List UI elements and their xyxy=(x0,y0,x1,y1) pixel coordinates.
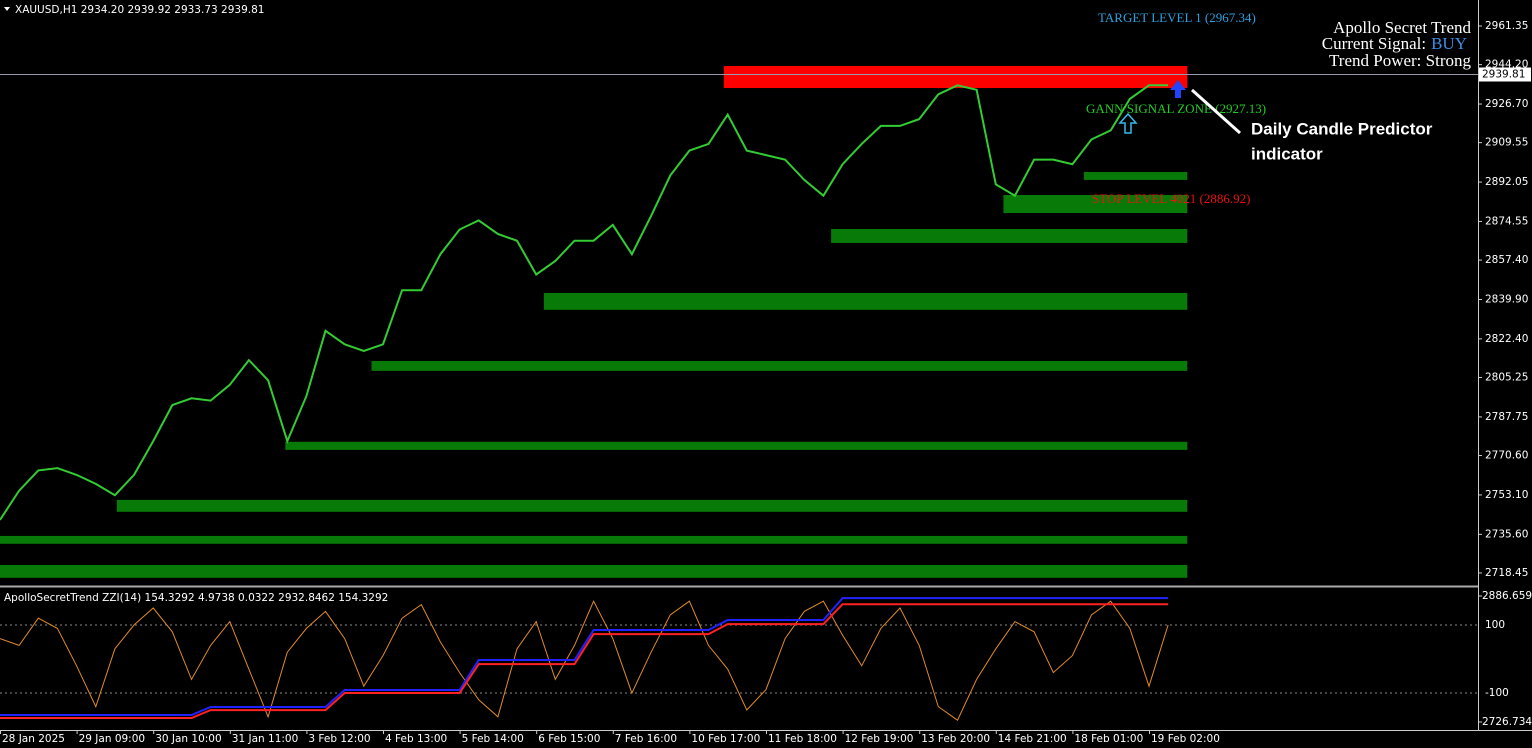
callout-text: indicator xyxy=(1251,144,1323,163)
info-text: Trend Power: Strong xyxy=(1329,51,1471,70)
price-label: 2939.81 xyxy=(1482,69,1525,81)
annotation: GANN SIGNAL ZONE (2927.13) xyxy=(1086,101,1266,116)
zone xyxy=(0,564,1188,578)
price-label-box xyxy=(1479,67,1531,82)
y-tick-label: 2735.60 xyxy=(1485,528,1528,540)
x-tick-label: 7 Feb 16:00 xyxy=(615,733,677,745)
y-tick-label: 2770.60 xyxy=(1485,450,1528,462)
y-tick-label: 2909.55 xyxy=(1485,137,1528,149)
y-tick-label: 2726.7348 xyxy=(1482,716,1532,728)
x-tick-label: 18 Feb 01:00 xyxy=(1074,733,1143,745)
header: XAUUSD,H1 2934.20 2939.92 2933.73 2939.8… xyxy=(15,4,264,16)
x-tick-label: 12 Feb 19:00 xyxy=(845,733,914,745)
zone xyxy=(285,441,1188,450)
x-tick-label: 4 Feb 13:00 xyxy=(385,733,447,745)
annotation: STOP LEVEL 4021 (2886.92) xyxy=(1092,191,1250,206)
y-tick-label: 2892.05 xyxy=(1485,176,1528,188)
y-tick-label: 2857.40 xyxy=(1485,254,1528,266)
x-tick-label: 29 Jan 09:00 xyxy=(79,733,145,745)
y-tick-label: 2839.90 xyxy=(1485,293,1528,305)
buy-arrow xyxy=(1170,80,1186,98)
signal-label: Current Signal: xyxy=(1322,34,1426,53)
zone xyxy=(543,292,1188,310)
x-tick-label: 10 Feb 17:00 xyxy=(691,733,760,745)
indicator-title: ApolloSecretTrend ZZI(14) 154.3292 4.973… xyxy=(4,592,388,604)
annotation: TARGET LEVEL 1 (2967.34) xyxy=(1098,10,1256,25)
x-tick-label: 19 Feb 02:00 xyxy=(1151,733,1220,745)
y-tick-label: 2886.6593 xyxy=(1482,590,1532,602)
y-tick-label: 2874.55 xyxy=(1485,215,1528,227)
x-tick-label: 31 Jan 11:00 xyxy=(232,733,298,745)
y-tick-label: 2805.25 xyxy=(1485,372,1528,384)
info-text: Apollo Secret Trend xyxy=(1333,18,1471,37)
x-tick-label: 5 Feb 14:00 xyxy=(462,733,524,745)
plot: 2961.352944.202926.702909.552892.052874.… xyxy=(0,10,1532,745)
zone xyxy=(371,360,1188,371)
y-tick-label: 2787.75 xyxy=(1485,411,1528,423)
x-tick-label: 30 Jan 10:00 xyxy=(155,733,221,745)
callout-arrow xyxy=(1190,88,1242,135)
y-tick-label: 2718.45 xyxy=(1485,567,1528,579)
signal-arrow xyxy=(1118,112,1138,134)
y2-tick-label: 100 xyxy=(1485,619,1505,631)
callout-text: Daily Candle Predictor xyxy=(1251,119,1433,138)
line xyxy=(0,600,1169,721)
line xyxy=(0,597,1169,716)
x-tick-label: 3 Feb 12:00 xyxy=(308,733,370,745)
zone xyxy=(831,229,1188,243)
y-tick-label: 2961.35 xyxy=(1485,20,1528,32)
x-tick-label: 14 Feb 21:00 xyxy=(998,733,1067,745)
y-tick-label: 2753.10 xyxy=(1485,489,1528,501)
x-tick-label: 28 Jan 2025 xyxy=(2,733,65,745)
y-tick-label: 2822.40 xyxy=(1485,333,1528,345)
zone xyxy=(0,535,1188,544)
y-tick-label: 2926.70 xyxy=(1485,98,1528,110)
zone xyxy=(1083,172,1188,180)
signal-line: Current Signal: BUY xyxy=(1322,34,1467,53)
x-tick-label: 11 Feb 18:00 xyxy=(768,733,837,745)
line xyxy=(0,603,1169,719)
zone xyxy=(1003,195,1188,214)
y2-tick-label: -100 xyxy=(1485,687,1509,699)
x-tick-label: 6 Feb 15:00 xyxy=(538,733,600,745)
zone xyxy=(116,499,1188,512)
menu-triangle[interactable] xyxy=(4,7,10,11)
x-tick-label: 13 Feb 20:00 xyxy=(921,733,990,745)
line xyxy=(0,84,1169,521)
zone xyxy=(723,65,1188,89)
signal-value: BUY xyxy=(1431,34,1467,53)
